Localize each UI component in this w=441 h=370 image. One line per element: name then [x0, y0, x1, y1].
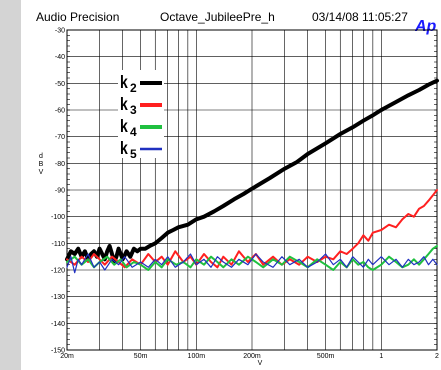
x-tick-label: 200m [243, 353, 261, 360]
series-line-k5 [66, 253, 438, 274]
y-axis-label-char: d [39, 153, 43, 160]
x-tick-label: 1 [379, 353, 383, 360]
y-tick-label: -130 [51, 294, 65, 301]
y-tick-label: -80 [55, 161, 65, 168]
x-tick-label: 20m [60, 353, 74, 360]
legend-label-k5: k [120, 138, 128, 158]
y-tick-label: -70 [55, 134, 65, 141]
ap-logo-text: Ap [415, 18, 437, 35]
y-tick-label: -140 [51, 321, 65, 328]
series-line-k2 [65, 78, 439, 264]
legend-subscript-3: 3 [130, 103, 137, 117]
legend-label-k4: k [120, 116, 128, 136]
x-axis-label: V [257, 360, 263, 367]
y-tick-label: -100 [51, 214, 65, 221]
y-tick-label: -60 [55, 108, 65, 115]
legend-subscript-2: 2 [130, 81, 137, 95]
legend-label-k2: k [120, 72, 128, 92]
header-test-name: Octave_JubileePre_h [160, 10, 275, 24]
x-tick-label: 2 [435, 353, 439, 360]
x-tick-label: 100m [188, 353, 206, 360]
x-tick-label: 500m [317, 353, 335, 360]
y-tick-label: -150 [51, 348, 65, 355]
ap-logo-icon: Ap [415, 18, 437, 35]
legend-subscript-5: 5 [130, 147, 137, 161]
y-tick-label: -30 [55, 28, 65, 35]
y-axis-label-char: B [38, 161, 44, 168]
plot-panel [21, 0, 441, 370]
legend-entry-background [118, 136, 164, 158]
y-axis-label-char: V [38, 169, 44, 176]
legend-subscript-4: 4 [130, 125, 137, 139]
y-tick-label: -40 [55, 54, 65, 61]
y-tick-label: -110 [52, 241, 66, 248]
legend-label-k3: k [120, 94, 128, 114]
series-line-k4 [66, 245, 438, 271]
y-tick-label: -120 [51, 268, 65, 275]
header-brand: Audio Precision [36, 10, 120, 24]
x-tick-label: 50m [134, 353, 148, 360]
y-tick-label: -90 [55, 188, 65, 195]
y-tick-label: -50 [55, 81, 65, 88]
header-timestamp: 03/14/08 11:05:27 [312, 10, 408, 24]
